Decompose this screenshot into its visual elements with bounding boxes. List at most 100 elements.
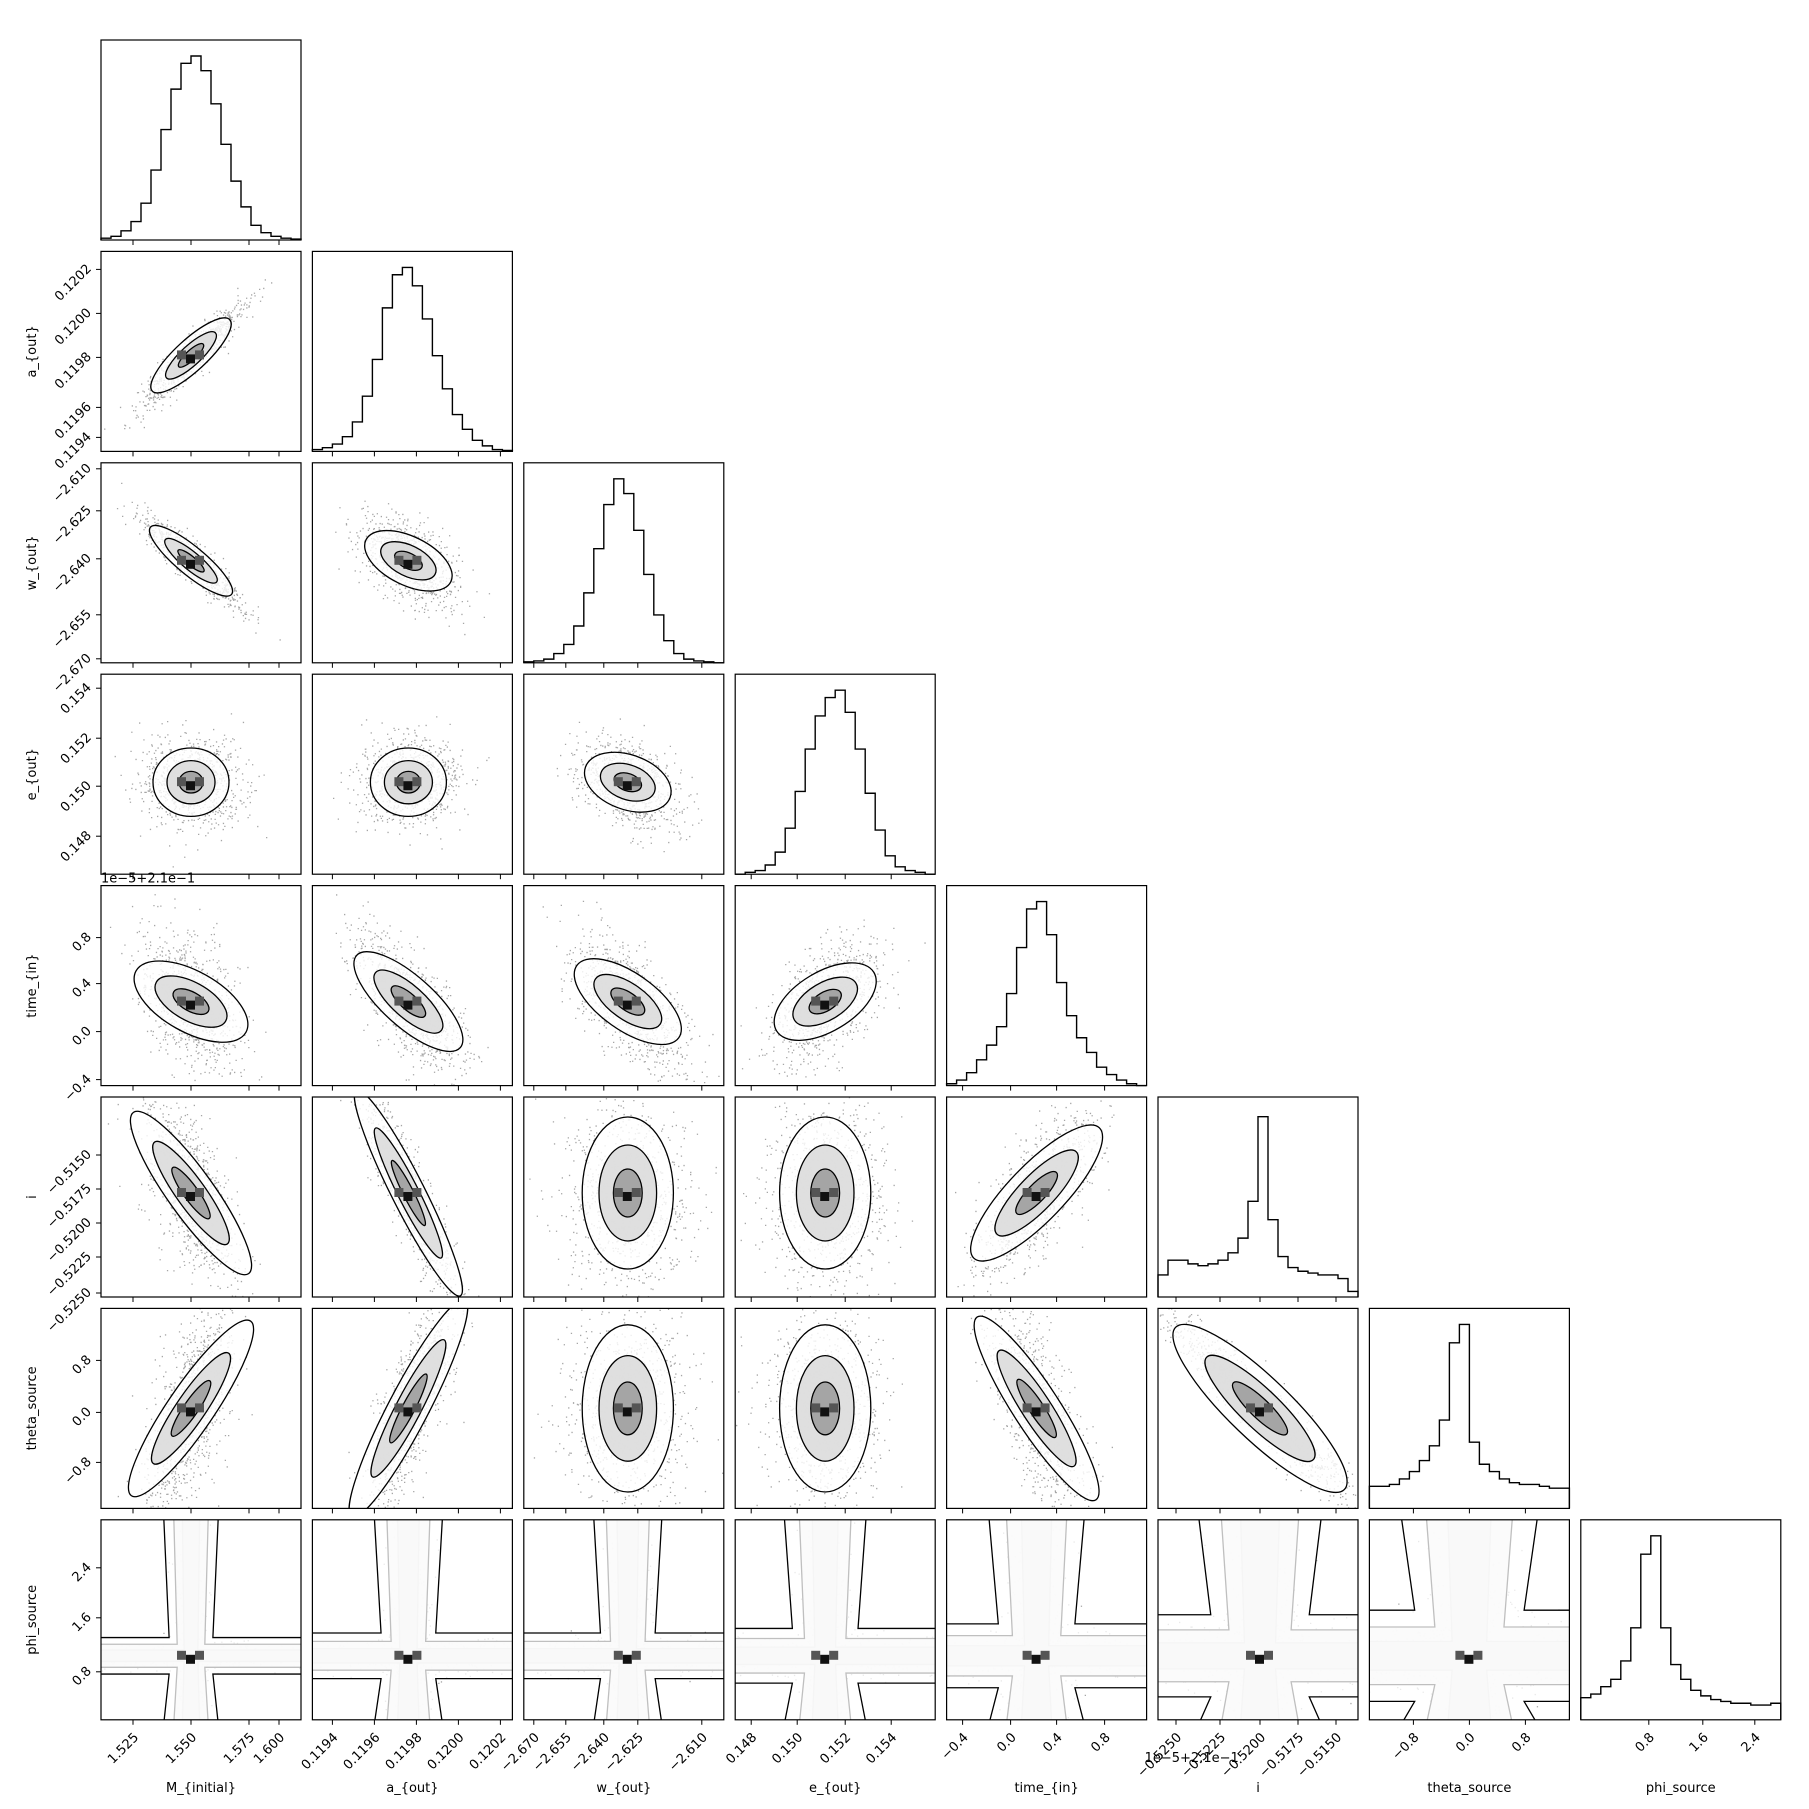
panel-frame xyxy=(100,673,302,875)
density-peak xyxy=(1255,1654,1264,1664)
histogram-line xyxy=(1157,1115,1359,1297)
density-peak xyxy=(412,1650,422,1660)
density-peak xyxy=(195,1403,204,1413)
x-tick-label: 2.4 xyxy=(1739,1730,1764,1755)
panel-frame xyxy=(523,673,725,875)
contour-level-3 xyxy=(1158,1519,1358,1720)
panel-phi_source-vs-time_{in} xyxy=(946,1519,1147,1720)
histogram-e_{out} xyxy=(735,689,936,875)
panel-time_{in}-vs-a_{out} xyxy=(335,894,489,1086)
density-peak xyxy=(394,996,404,1006)
density-peak xyxy=(613,1650,623,1660)
panel-frame xyxy=(734,1096,936,1298)
histogram-line xyxy=(100,55,302,240)
density-peak xyxy=(1031,1654,1041,1664)
histogram-i xyxy=(1157,1115,1359,1297)
histogram-line xyxy=(945,900,1147,1087)
x-tick-label: −2.610 xyxy=(666,1730,711,1775)
y-tick-label: 0.148 xyxy=(58,828,95,865)
density-peak xyxy=(403,559,413,569)
panel-theta_source-vs-e_{out} xyxy=(736,1309,903,1509)
density-peak xyxy=(1022,1403,1032,1413)
histogram-line xyxy=(311,266,514,452)
x-tick-label: 1.550 xyxy=(163,1730,200,1767)
density-peak xyxy=(613,1188,623,1197)
density-peak xyxy=(394,1188,404,1197)
panel-frame xyxy=(734,673,936,875)
panel-frame xyxy=(945,884,1148,1087)
density-peak xyxy=(195,1650,204,1660)
panel-theta_source-vs-a_{out} xyxy=(348,1308,474,1509)
density-peak xyxy=(631,777,641,787)
panel-frame xyxy=(523,462,725,664)
scatter-points xyxy=(542,900,720,1084)
density-peak xyxy=(1246,1650,1255,1660)
density-peak xyxy=(177,1650,186,1660)
density-peak xyxy=(177,350,186,360)
x-tick-label: 0.1200 xyxy=(425,1730,468,1773)
contour-level-3 xyxy=(312,1519,513,1720)
density-peak xyxy=(394,1403,404,1413)
panel-i-vs-M_{initial} xyxy=(107,1097,261,1297)
y-axis-label: w_{out} xyxy=(25,535,40,590)
histogram-line xyxy=(523,478,724,664)
density-peak xyxy=(631,1650,641,1660)
panel-frame xyxy=(1580,1519,1782,1721)
density-peak xyxy=(820,1000,830,1010)
y-tick-label: 0.0 xyxy=(70,1024,95,1049)
density-peak xyxy=(177,1188,186,1197)
density-peak xyxy=(622,1407,632,1417)
x-tick-label: 0.0 xyxy=(994,1730,1019,1755)
x-tick-label: 0.1198 xyxy=(383,1730,426,1773)
panel-phi_source-vs-M_{initial} xyxy=(101,1519,301,1720)
y-tick-label: 0.8 xyxy=(70,1353,95,1378)
panel-phi_source-vs-w_{out} xyxy=(523,1519,724,1720)
panel-a_{out}-vs-M_{initial} xyxy=(104,279,273,430)
density-peak xyxy=(1040,1188,1050,1197)
panel-frame xyxy=(523,1307,725,1510)
density-peak xyxy=(1022,1650,1032,1660)
density-peak xyxy=(177,777,186,787)
density-peak xyxy=(195,555,204,565)
density-peak xyxy=(412,1188,422,1197)
scatter-points xyxy=(104,279,273,430)
density-peak xyxy=(622,1654,632,1664)
x-tick-label: 1.600 xyxy=(251,1730,288,1767)
x-tick-label: 0.8 xyxy=(1633,1730,1658,1755)
density-peak xyxy=(631,1403,641,1413)
panel-e_{out}-vs-a_{out} xyxy=(333,716,490,850)
panel-frame xyxy=(311,1307,513,1510)
y-axis-label: phi_source xyxy=(25,1585,40,1655)
y-axis-label: i xyxy=(25,1195,40,1199)
panel-frame xyxy=(1157,1519,1359,1721)
x-axis-label: theta_source xyxy=(1427,1781,1511,1796)
y-tick-label: 0.4 xyxy=(70,976,95,1001)
x-axis-label: phi_source xyxy=(1646,1781,1716,1796)
panel-frame xyxy=(100,39,302,241)
x-tick-label: −0.8 xyxy=(1390,1730,1423,1763)
y-axis-label: e_{out} xyxy=(25,748,40,800)
panel-theta_source-vs-time_{in} xyxy=(970,1308,1113,1509)
panel-frame xyxy=(523,1096,725,1298)
panel-frame xyxy=(311,884,513,1087)
panel-frame xyxy=(311,673,513,875)
density-peak xyxy=(412,777,422,787)
x-axis-label: w_{out} xyxy=(596,1781,651,1796)
density-peak xyxy=(186,1192,195,1201)
scatter-points xyxy=(333,716,490,850)
y-tick-label: −2.640 xyxy=(50,551,95,596)
offset-text-y: 1e−5+2.1e−1 xyxy=(101,872,195,887)
panel-frame xyxy=(523,884,725,1087)
density-peak xyxy=(394,777,404,787)
histogram-time_{in} xyxy=(945,900,1147,1087)
density-peak xyxy=(1040,1650,1050,1660)
panel-frame xyxy=(311,462,513,664)
y-tick-label: 0.152 xyxy=(58,730,95,767)
histogram-theta_source xyxy=(1368,1323,1571,1509)
panel-time_{in}-vs-w_{out} xyxy=(542,900,720,1084)
panel-frame xyxy=(734,884,936,1087)
density-peak xyxy=(195,777,204,787)
density-peak xyxy=(613,1403,623,1413)
density-peak xyxy=(811,1650,821,1660)
